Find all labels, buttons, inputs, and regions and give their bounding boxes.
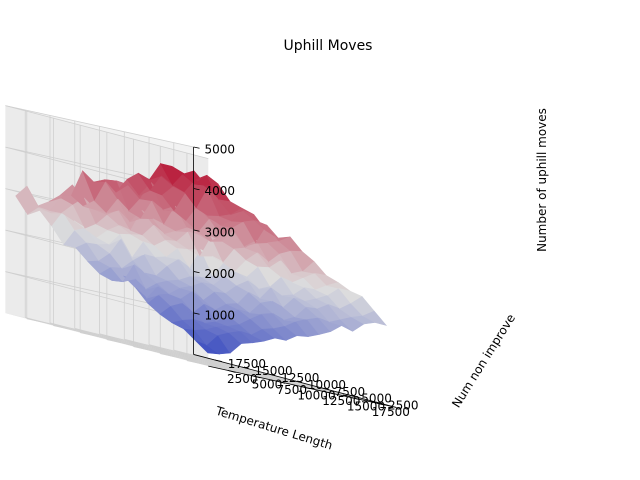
tick-mark [193,229,200,232]
tick-mark [241,366,249,369]
z-axis-label: Number of uphill moves [535,108,549,252]
tick-mark [376,402,385,406]
y-tick-label: 15000 [255,364,293,378]
grid-line [53,325,242,368]
x-tick-label: 12500 [322,394,360,408]
z-tick-label: 1000 [205,308,236,322]
x-axis-label: Temperature Length [213,403,334,452]
tick-marks [193,146,385,406]
tick-mark [193,188,200,191]
x-tick-label: 7500 [277,383,308,397]
z-tick-label: 2000 [205,267,236,281]
grid-line [160,353,349,396]
y-tick-label: 5000 [361,392,392,406]
z-tick-label: 4000 [205,184,236,198]
tick-mark [321,387,329,390]
grid-line [5,105,194,148]
tick-mark [193,146,200,149]
tick-mark [375,401,383,404]
tick-mark [302,386,310,390]
tick-mark [348,394,356,397]
tick-labels: 2500500075001000012500150001750025005000… [205,142,419,419]
tick-mark [294,380,303,383]
x-tick-label: 2500 [227,372,258,386]
chart-title: Uphill Moves [284,38,373,54]
surface-facet [362,310,388,326]
z-tick-label: 3000 [205,225,236,239]
z-tick-label: 5000 [205,142,236,156]
grid-line [80,332,269,375]
grid-line [5,105,209,160]
x-tick-label: 15000 [347,399,385,413]
x-tick-label: 5000 [252,378,283,392]
tick-mark [193,312,200,315]
tick-mark [252,375,261,379]
tick-mark [214,359,222,362]
y-tick-label: 2500 [388,399,419,413]
tick-mark [193,271,200,274]
y-tick-label: 17500 [228,357,266,371]
tick-mark [277,380,286,384]
y-axis-label: Num non improve [449,312,518,411]
grid-line [133,346,322,389]
x-tick-label: 17500 [372,405,410,419]
tick-mark [228,370,236,373]
grid-line [186,360,376,403]
y-tick-label: 7500 [335,385,366,399]
tick-mark [327,391,335,395]
grid-line [26,318,216,361]
y-tick-label: 12500 [281,371,319,385]
y-tick-label: 10000 [308,378,346,392]
tick-mark [351,397,360,401]
x-tick-label: 10000 [297,389,335,403]
surface-plot [15,163,388,355]
tick-mark [268,373,276,376]
grid-line [106,339,296,382]
